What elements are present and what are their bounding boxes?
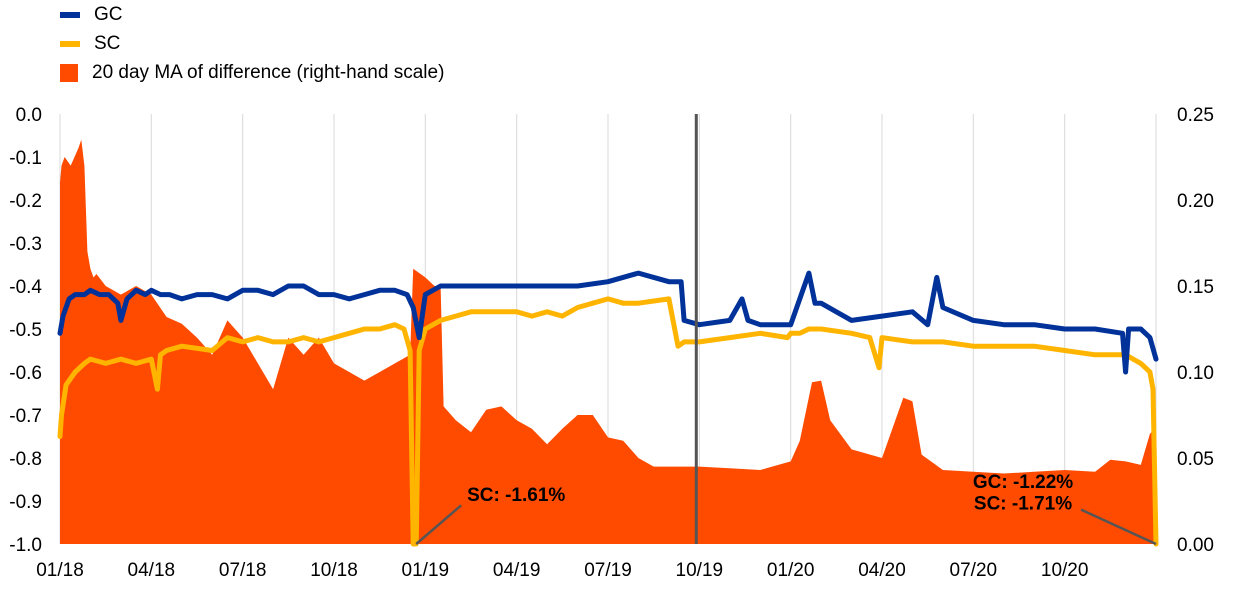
x-tick-label: 04/19 [493, 560, 541, 581]
annotation-gc-end: GC: -1.22% [973, 472, 1073, 493]
legend-label-ma: 20 day MA of difference (right-hand scal… [92, 61, 445, 83]
series-line-gc [57, 270, 1159, 375]
tick-labels: 0.0 -0.1 -0.2 -0.3 -0.4 -0.5 -0.6 -0.7 -0.8 -0.9 -… [9, 105, 1214, 581]
y-right-tick-label: 0.00 [1177, 535, 1214, 556]
annotation-pointer-jan19 [415, 504, 463, 545]
y-left-tick-label: -0.7 [9, 406, 42, 427]
legend: GC SC 20 day MA of difference (right-han… [60, 0, 444, 87]
legend-item-gc: GC [60, 0, 444, 29]
x-tick-label: 01/18 [36, 560, 84, 581]
series-line-sc [57, 296, 1159, 547]
x-tick-label: 04/20 [858, 560, 906, 581]
legend-swatch-ma [60, 63, 78, 82]
x-tick-label: 10/18 [310, 560, 358, 581]
y-right-tick-label: 0.25 [1177, 105, 1214, 126]
legend-swatch-sc [60, 40, 80, 47]
y-left-tick-label: -0.2 [9, 191, 42, 212]
y-right-tick-label: 0.05 [1177, 449, 1214, 470]
legend-swatch-gc [60, 11, 80, 18]
legend-item-ma: 20 day MA of difference (right-hand scal… [60, 58, 444, 87]
legend-label-sc: SC [94, 32, 121, 54]
y-left-tick-label: -0.9 [9, 492, 42, 513]
legend-item-sc: SC [60, 29, 444, 58]
x-tick-label: 01/19 [402, 560, 450, 581]
y-left-tick-label: -0.8 [9, 449, 42, 470]
y-right-tick-label: 0.10 [1177, 363, 1214, 384]
x-tick-label: 07/20 [950, 560, 998, 581]
x-tick-label: 04/18 [128, 560, 176, 581]
y-left-tick-label: -0.3 [9, 234, 42, 255]
y-left-tick-label: 0.0 [16, 105, 42, 126]
y-left-tick-label: -0.5 [9, 320, 42, 341]
series-area-ma [60, 139, 1156, 545]
y-left-tick-label: -0.6 [9, 363, 42, 384]
annotation-pointer-end [1080, 508, 1157, 546]
x-tick-label: 01/20 [767, 560, 815, 581]
series-lines [57, 270, 1159, 547]
x-tick-label: 10/19 [676, 560, 724, 581]
annotations: SC: -1.61% GC: -1.22% SC: -1.71% [415, 472, 1157, 546]
legend-label-gc: GC [94, 3, 123, 25]
annotation-sc-jan19: SC: -1.61% [467, 485, 565, 506]
x-tick-label: 10/20 [1041, 560, 1089, 581]
y-right-tick-label: 0.20 [1177, 191, 1214, 212]
y-left-tick-label: -0.4 [9, 277, 42, 298]
annotation-sc-end: SC: -1.71% [974, 494, 1072, 515]
x-tick-label: 07/19 [584, 560, 632, 581]
y-left-tick-label: -1.0 [9, 535, 42, 556]
y-left-tick-label: -0.1 [9, 148, 42, 169]
y-right-tick-label: 0.15 [1177, 277, 1214, 298]
ma-area-layer [60, 139, 1156, 545]
x-tick-label: 07/18 [219, 560, 267, 581]
